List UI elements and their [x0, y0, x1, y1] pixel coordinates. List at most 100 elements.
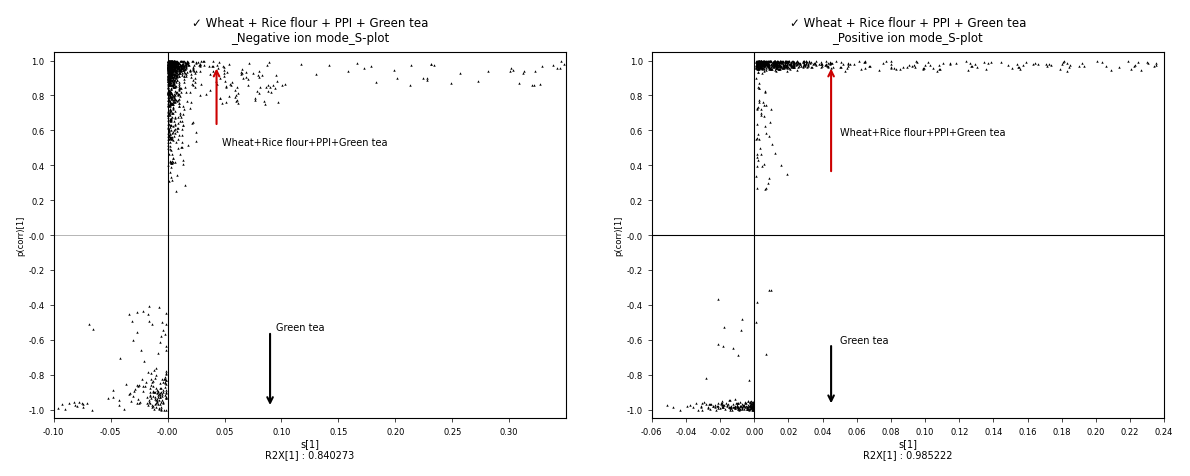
Point [776, 63, 795, 70]
Point [752, 61, 771, 69]
Point [149, 406, 168, 413]
Point [764, 60, 783, 68]
Point [158, 78, 177, 86]
Point [168, 65, 187, 73]
Point [202, 63, 221, 70]
Point [165, 58, 184, 65]
Point [158, 133, 177, 140]
Point [1009, 64, 1028, 72]
Point [176, 89, 195, 96]
Point [56, 406, 75, 413]
Point [158, 82, 177, 90]
Point [783, 59, 802, 67]
Point [173, 132, 192, 140]
Point [177, 60, 196, 68]
Point [161, 69, 180, 77]
Point [159, 65, 178, 72]
Point [774, 62, 793, 69]
Point [760, 119, 779, 127]
Point [130, 381, 149, 389]
Point [802, 64, 821, 72]
Point [526, 68, 545, 76]
Point [163, 79, 182, 87]
Point [762, 60, 781, 68]
Point [144, 388, 163, 396]
Point [157, 320, 176, 328]
Point [158, 65, 177, 72]
Point [257, 62, 276, 70]
Point [782, 59, 801, 67]
Point [120, 389, 139, 397]
Point [732, 327, 751, 335]
Point [161, 159, 180, 166]
Point [798, 63, 818, 71]
Point [757, 63, 776, 71]
Point [156, 376, 175, 383]
Point [737, 405, 756, 413]
Point [174, 68, 193, 75]
Point [165, 67, 184, 75]
Point [779, 58, 798, 65]
Point [163, 65, 182, 72]
Point [1072, 60, 1091, 68]
Point [238, 76, 257, 84]
Point [158, 91, 177, 99]
Point [161, 69, 180, 76]
Point [159, 58, 178, 66]
Point [164, 59, 183, 66]
Point [766, 60, 785, 68]
Point [798, 61, 818, 69]
Point [189, 59, 208, 67]
Point [749, 104, 768, 111]
Point [756, 101, 775, 109]
Point [162, 71, 181, 79]
Point [167, 79, 186, 87]
Point [514, 70, 533, 78]
Point [159, 178, 178, 185]
Point [763, 61, 782, 69]
Point [121, 397, 140, 405]
Point [164, 123, 183, 130]
Point [884, 65, 903, 72]
Point [784, 62, 803, 70]
Point [163, 136, 182, 144]
Point [176, 67, 195, 74]
Point [1040, 61, 1059, 69]
Point [768, 61, 787, 69]
Point [151, 338, 170, 346]
Point [157, 393, 176, 401]
Point [177, 63, 196, 70]
Point [159, 58, 178, 65]
Point [749, 69, 768, 77]
Point [138, 401, 157, 409]
Point [161, 106, 180, 113]
Point [167, 59, 186, 66]
Point [158, 110, 177, 118]
Point [171, 118, 190, 125]
Point [161, 68, 180, 75]
Point [167, 67, 186, 74]
Point [757, 62, 776, 70]
Point [159, 66, 178, 73]
Point [726, 403, 745, 411]
Point [143, 404, 162, 411]
Point [746, 64, 765, 72]
Point [752, 60, 771, 68]
Point [159, 62, 178, 70]
Point [159, 58, 178, 65]
Point [158, 61, 177, 69]
Point [158, 75, 177, 83]
Point [762, 64, 781, 71]
Point [158, 74, 177, 82]
Point [768, 61, 787, 69]
Point [164, 67, 183, 75]
Point [145, 393, 164, 400]
Point [161, 61, 180, 69]
Point [775, 63, 794, 70]
Point [164, 94, 183, 102]
Point [161, 61, 180, 69]
Point [812, 64, 831, 72]
Point [757, 61, 776, 69]
Point [783, 58, 802, 66]
Point [159, 77, 178, 84]
